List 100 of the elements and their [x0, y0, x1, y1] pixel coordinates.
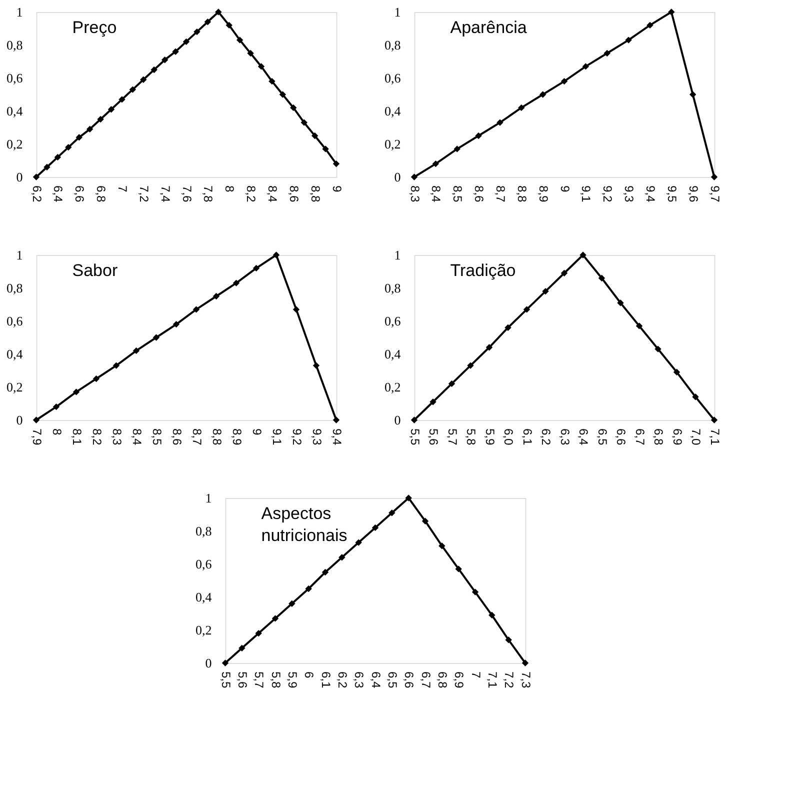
- x-tick-label: 7,4: [158, 186, 172, 203]
- x-tick-label: 9,6: [686, 186, 700, 203]
- point: [625, 36, 632, 44]
- point: [54, 154, 62, 161]
- point: [132, 347, 140, 354]
- point: [654, 346, 662, 352]
- point: [454, 146, 460, 152]
- point: [272, 615, 279, 622]
- x-tick-label: 7,6: [180, 186, 194, 203]
- y-tick-label: 1: [16, 4, 23, 20]
- chart-title: Preço: [72, 18, 117, 37]
- x-tick-label: 6,6: [402, 672, 416, 689]
- x-tick-label: 7,9: [30, 428, 44, 446]
- x-tick-label: 6,0: [502, 428, 516, 446]
- point: [438, 542, 446, 550]
- point: [292, 306, 300, 313]
- point: [290, 104, 297, 112]
- point: [617, 299, 624, 306]
- y-tick-label: 0,2: [6, 136, 23, 152]
- point: [140, 76, 147, 84]
- point: [238, 644, 246, 652]
- point: [710, 174, 718, 180]
- point: [194, 28, 200, 36]
- point: [372, 524, 379, 532]
- chart-title: Aparência: [450, 18, 528, 37]
- x-tick-label: 6,1: [520, 428, 534, 446]
- point: [44, 164, 50, 170]
- point: [32, 416, 40, 424]
- x-tick-label: 9,1: [579, 186, 594, 203]
- point: [72, 388, 80, 396]
- x-tick-label: 6: [302, 672, 316, 678]
- y-tick-label: 0,8: [384, 280, 401, 296]
- x-tick-label: 9: [558, 186, 572, 192]
- y-tick-label: 0,2: [384, 380, 401, 394]
- x-tick-label: 7,2: [502, 672, 516, 689]
- point: [560, 270, 568, 277]
- x-tick-label: 6,4: [368, 672, 383, 689]
- x-tick-label: 6,3: [352, 672, 366, 689]
- point: [455, 566, 462, 572]
- y-tick-label: 1: [394, 248, 401, 262]
- x-tick-label: 6,4: [576, 428, 590, 446]
- x-tick-label: 5,5: [408, 428, 422, 446]
- point: [582, 63, 590, 70]
- x-tick-label: 6,6: [72, 186, 87, 203]
- point: [488, 612, 496, 619]
- x-tick-label: 8,8: [514, 186, 529, 203]
- point: [236, 36, 244, 44]
- point: [118, 96, 126, 103]
- point: [222, 660, 229, 666]
- point: [388, 509, 396, 516]
- point: [300, 119, 308, 126]
- y-tick-label: 1: [394, 4, 401, 20]
- point: [355, 539, 362, 546]
- y-tick-label: 0,4: [6, 104, 24, 118]
- point: [322, 146, 329, 152]
- point: [172, 48, 179, 55]
- x-tick-label: 6,8: [652, 428, 666, 446]
- x-tick-label: 5,9: [285, 672, 300, 689]
- x-tick-label: 6,9: [670, 428, 684, 446]
- x-tick-label: 8,8: [210, 428, 224, 446]
- x-tick-label: 6,8: [94, 186, 108, 203]
- y-tick-label: 1: [16, 248, 23, 262]
- x-tick-label: 6,9: [452, 672, 466, 689]
- y-tick-label: 0: [394, 412, 401, 428]
- x-tick-label: 9,4: [330, 428, 344, 446]
- y-tick-label: 0: [205, 656, 212, 670]
- y-tick-label: 0,8: [196, 524, 212, 538]
- x-tick-label: 6,8: [435, 672, 450, 689]
- point: [65, 144, 72, 151]
- point: [192, 306, 200, 313]
- x-tick-label: 8,1: [70, 428, 84, 446]
- point: [504, 324, 512, 331]
- point: [52, 403, 60, 410]
- y-tick-label: 0,6: [384, 70, 402, 86]
- x-tick-label: 9,1: [270, 428, 284, 446]
- x-tick-label: 6,5: [595, 428, 610, 446]
- point: [272, 252, 280, 258]
- point: [204, 18, 212, 26]
- point: [112, 362, 120, 369]
- point: [539, 91, 546, 98]
- x-tick-label: 9,5: [664, 186, 679, 203]
- x-tick-label: 5,7: [445, 428, 460, 446]
- x-tick-label: 9,3: [622, 186, 636, 203]
- point: [422, 518, 429, 524]
- x-tick-label: 5,6: [235, 672, 250, 689]
- point: [522, 660, 529, 666]
- x-tick-label: 7,3: [518, 672, 533, 689]
- point: [150, 66, 158, 74]
- x-tick-label: 8: [50, 428, 64, 436]
- y-tick-label: 0: [16, 412, 23, 428]
- x-tick-label: 9: [250, 428, 264, 436]
- y-tick-label: 0,4: [384, 104, 402, 118]
- x-tick-label: 7,0: [689, 428, 703, 446]
- point: [604, 50, 610, 57]
- x-tick-label: 5,6: [426, 428, 440, 446]
- point: [432, 160, 440, 168]
- point: [338, 554, 346, 561]
- y-tick-label: 0,4: [6, 346, 24, 362]
- point: [332, 416, 340, 424]
- x-tick-label: 8,4: [265, 186, 280, 203]
